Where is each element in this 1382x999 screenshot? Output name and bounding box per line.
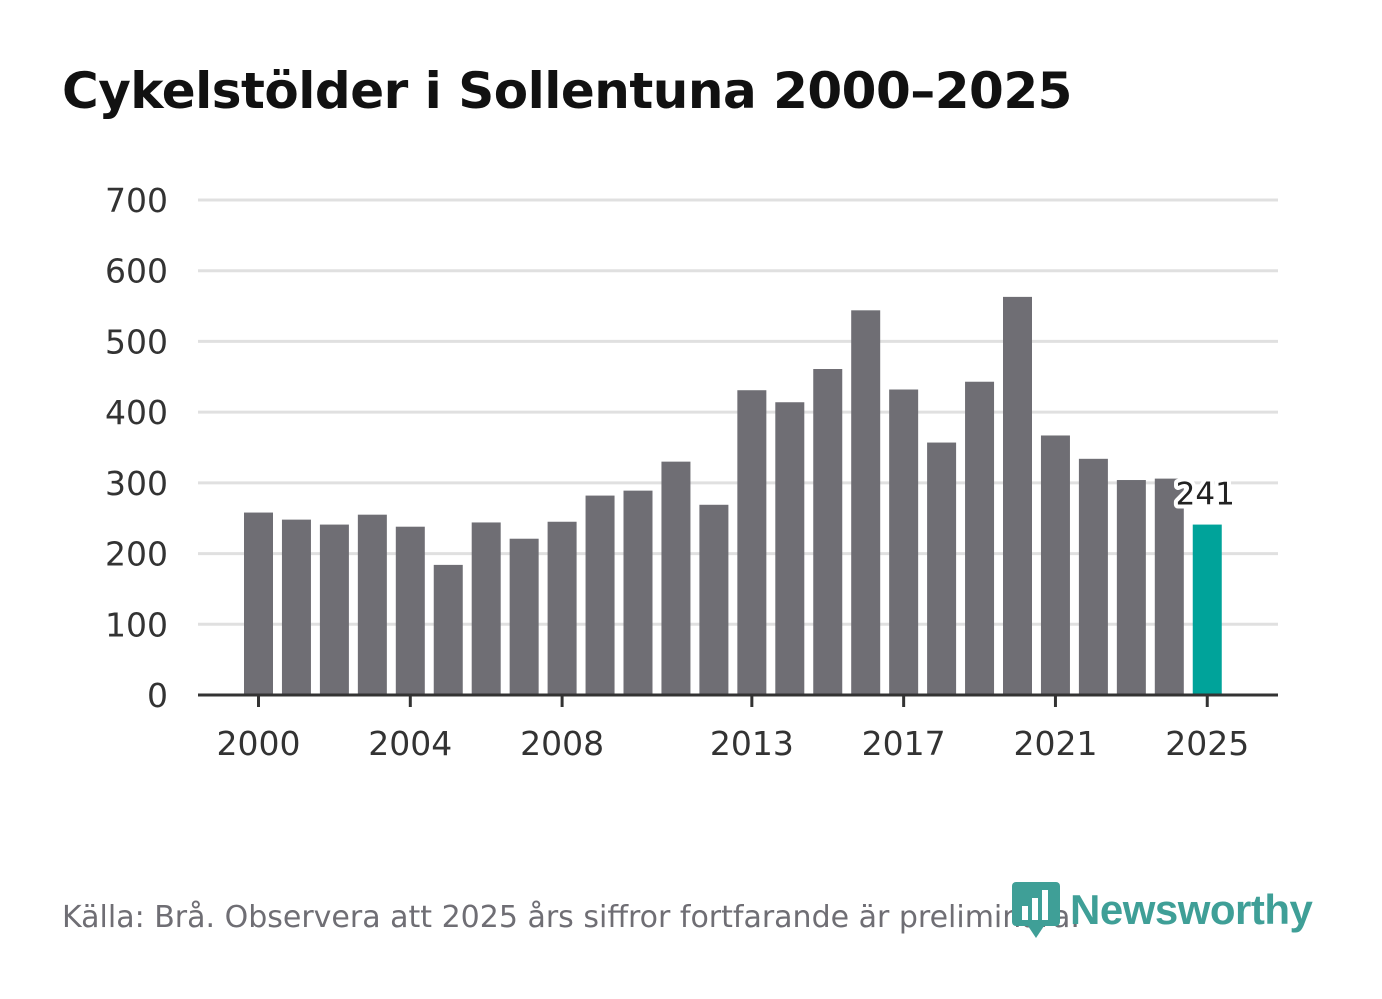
bar-2025 [1192, 524, 1222, 695]
bar-2022 [1078, 458, 1108, 695]
bar-2011 [661, 461, 691, 695]
x-tick-label: 2025 [1165, 724, 1249, 763]
x-tick-label: 2017 [862, 724, 946, 763]
brand-logo: Newsworthy [1010, 880, 1313, 940]
bar-2009 [585, 495, 615, 695]
bar-2012 [699, 504, 729, 695]
bar-2016 [851, 310, 881, 695]
bar-2014 [775, 402, 805, 695]
y-tick-label: 200 [105, 535, 168, 574]
data-label-2025: 241 [1176, 477, 1235, 513]
y-tick-label: 700 [105, 181, 168, 220]
bar-2005 [433, 564, 463, 695]
bar-2007 [509, 538, 539, 695]
bar-2001 [281, 519, 311, 695]
y-tick-label: 500 [105, 322, 168, 361]
y-tick-label: 400 [105, 393, 168, 432]
bar-2000 [244, 512, 273, 695]
bar-2017 [889, 389, 919, 695]
brand-name: Newsworthy [1070, 886, 1313, 933]
y-tick-label: 0 [147, 676, 168, 715]
x-tick-label: 2021 [1013, 724, 1097, 763]
x-tick-label: 2013 [710, 724, 794, 763]
y-axis-tick-labels: 0 100 200 300 400 500 600 700 [105, 181, 168, 715]
bar-2003 [357, 514, 387, 695]
bar-2008 [547, 521, 577, 695]
bar-2010 [623, 490, 653, 695]
y-tick-label: 100 [105, 605, 168, 644]
bar-2018 [927, 442, 957, 695]
bar-2023 [1116, 480, 1146, 695]
x-tick-label: 2008 [520, 724, 604, 763]
x-tick-label: 2000 [217, 724, 301, 763]
bar-2015 [813, 369, 843, 695]
x-tick-label: 2004 [368, 724, 452, 763]
y-tick-label: 300 [105, 464, 168, 503]
bar-2002 [319, 524, 349, 695]
x-axis-ticks: 2000 2004 2008 2013 2017 2021 2025 [217, 695, 1249, 763]
bar-2021 [1040, 435, 1070, 695]
source-note: Källa: Brå. Observera att 2025 års siffr… [62, 900, 1080, 935]
bars [244, 296, 1222, 695]
data-labels: 241 [1172, 473, 1239, 517]
bar-2013 [737, 390, 767, 695]
newsworthy-logo-icon [1012, 882, 1060, 938]
bar-2019 [965, 381, 995, 695]
bar-2004 [395, 526, 425, 695]
bar-2020 [1003, 296, 1032, 695]
chart-title: Cykelstölder i Sollentuna 2000–2025 [62, 62, 1072, 120]
y-tick-label: 600 [105, 252, 168, 291]
bar-2024 [1154, 478, 1184, 695]
bar-2006 [471, 522, 501, 695]
